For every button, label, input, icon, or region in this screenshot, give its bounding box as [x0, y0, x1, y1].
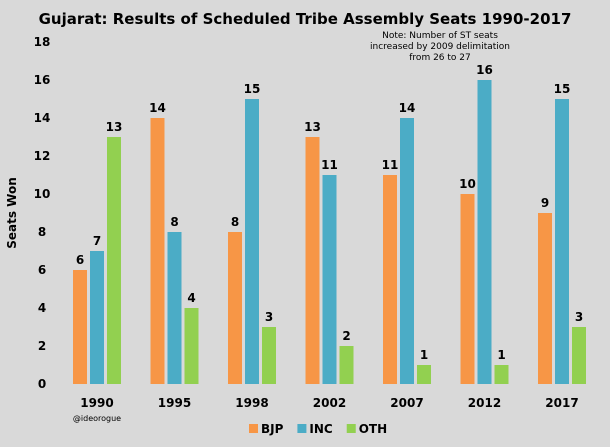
bar-inc: [400, 118, 414, 384]
x-tick-label: 1990: [80, 396, 113, 410]
data-label: 3: [575, 310, 583, 324]
data-label: 15: [554, 82, 571, 96]
bar-inc: [477, 80, 492, 384]
legend-swatch-inc: [297, 424, 307, 433]
bar-bjp: [305, 137, 320, 384]
y-tick-label: 14: [34, 111, 51, 125]
data-label: 3: [265, 310, 273, 324]
legend-swatch-bjp: [249, 424, 258, 433]
annotation-note: Note: Number of ST seats increased by 20…: [370, 31, 510, 63]
y-tick-label: 4: [38, 301, 46, 315]
x-tick-label: 1998: [235, 396, 268, 410]
data-label: 11: [321, 158, 338, 172]
bar-oth: [107, 137, 121, 384]
y-axis-label: Seats Won: [5, 177, 19, 249]
y-tick-label: 10: [34, 187, 51, 201]
data-label: 8: [170, 215, 178, 229]
chart-title: Gujarat: Results of Scheduled Tribe Asse…: [39, 10, 572, 28]
bar-bjp: [228, 232, 242, 384]
data-label: 15: [244, 82, 261, 96]
bar-inc: [245, 99, 259, 384]
legend-label: BJP: [261, 422, 284, 436]
data-label: 13: [106, 120, 123, 134]
x-tick-label: 2012: [468, 396, 501, 410]
data-label: 10: [459, 177, 476, 191]
bar-bjp: [150, 118, 165, 384]
data-label: 9: [541, 196, 549, 210]
y-tick-label: 8: [38, 225, 46, 239]
y-tick-label: 0: [38, 377, 46, 391]
data-label: 7: [93, 234, 101, 248]
bar-oth: [572, 327, 586, 384]
bar-bjp: [73, 270, 87, 384]
data-label: 8: [231, 215, 239, 229]
y-tick-label: 2: [38, 339, 46, 353]
data-label: 6: [76, 253, 84, 267]
bar-oth: [184, 308, 199, 384]
data-label: 1: [420, 348, 428, 362]
data-label: 14: [149, 101, 166, 115]
x-tick-label: 2017: [545, 396, 578, 410]
y-tick-label: 6: [38, 263, 46, 277]
y-tick-label: 18: [34, 35, 51, 49]
y-tick-label: 12: [34, 149, 51, 163]
legend-label: OTH: [359, 422, 387, 436]
y-tick-label: 16: [34, 73, 51, 87]
bar-inc: [167, 232, 182, 384]
note-line: Note: Number of ST seats: [382, 31, 498, 41]
x-tick-label: 2007: [390, 396, 423, 410]
credit-label: @ideorogue: [73, 414, 121, 423]
data-label: 11: [382, 158, 399, 172]
data-label: 13: [304, 120, 321, 134]
note-line: from 26 to 27: [409, 53, 470, 63]
bar-bjp: [538, 213, 552, 384]
bar-inc: [90, 251, 104, 384]
data-label: 2: [342, 329, 350, 343]
bar-oth: [339, 346, 354, 384]
bar-inc: [555, 99, 569, 384]
data-label: 14: [399, 101, 416, 115]
x-tick-label: 1995: [158, 396, 191, 410]
data-label: 4: [187, 291, 195, 305]
bar-inc: [322, 175, 337, 384]
x-tick-label: 2002: [313, 396, 346, 410]
legend-swatch-oth: [346, 424, 356, 433]
bar-bjp: [383, 175, 397, 384]
bar-oth: [494, 365, 509, 384]
legend-label: INC: [309, 422, 333, 436]
bar-oth: [262, 327, 276, 384]
data-label: 16: [476, 63, 493, 77]
data-label: 1: [497, 348, 505, 362]
note-line: increased by 2009 delimitation: [370, 42, 510, 52]
bar-bjp: [460, 194, 475, 384]
bar-oth: [417, 365, 431, 384]
